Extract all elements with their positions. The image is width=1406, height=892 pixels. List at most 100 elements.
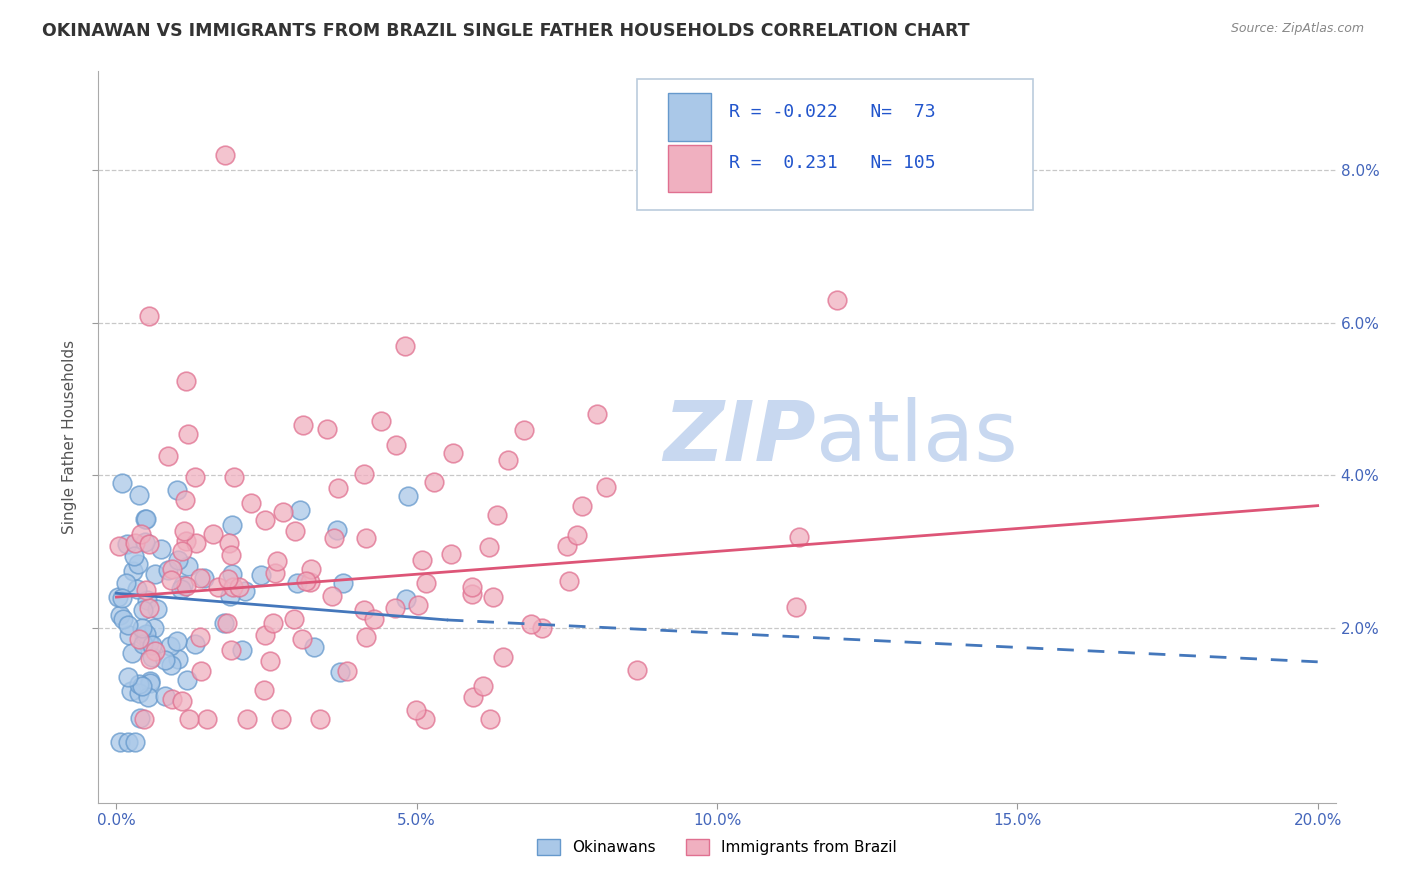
Point	[139, 674, 162, 689]
Point	[217, 572, 239, 586]
Point	[413, 712, 436, 726]
Point	[160, 691, 183, 706]
Point	[117, 537, 139, 551]
Point	[405, 703, 427, 717]
Text: ZIP: ZIP	[664, 397, 815, 477]
Point	[115, 576, 138, 591]
Point	[120, 684, 142, 698]
Text: R =  0.231   N= 105: R = 0.231 N= 105	[730, 153, 936, 172]
Point	[197, 712, 219, 726]
Point	[492, 649, 515, 664]
Point	[385, 437, 408, 451]
Point	[222, 581, 245, 595]
Point	[170, 582, 193, 596]
Point	[363, 612, 385, 626]
Point	[291, 632, 314, 646]
Point	[356, 531, 378, 545]
Point	[174, 579, 197, 593]
Point	[285, 575, 308, 590]
Point	[135, 593, 157, 607]
Point	[143, 566, 166, 581]
Point	[135, 512, 157, 526]
Point	[193, 571, 215, 585]
Point	[595, 480, 617, 494]
Point	[143, 644, 166, 658]
Point	[240, 496, 263, 510]
Point	[167, 652, 190, 666]
Point	[787, 531, 810, 545]
Point	[292, 417, 315, 432]
Point	[112, 612, 135, 626]
Point	[215, 615, 238, 630]
Point	[131, 526, 153, 541]
Point	[160, 561, 183, 575]
Point	[127, 582, 149, 597]
Point	[326, 523, 349, 537]
Point	[153, 689, 176, 703]
Point	[157, 449, 180, 463]
Point	[396, 489, 419, 503]
Point	[177, 427, 200, 442]
Point	[138, 636, 160, 650]
Point	[124, 549, 146, 563]
Point	[271, 505, 294, 519]
Point	[302, 640, 325, 654]
Point	[496, 453, 519, 467]
Point	[441, 446, 464, 460]
Point	[138, 309, 160, 323]
Point	[332, 576, 354, 591]
Point	[370, 414, 392, 428]
Point	[129, 711, 152, 725]
Point	[173, 524, 195, 539]
Point	[249, 568, 271, 582]
Point	[288, 503, 311, 517]
Point	[121, 646, 143, 660]
Point	[170, 694, 193, 708]
Point	[224, 470, 246, 484]
Point	[283, 612, 305, 626]
Point	[173, 492, 195, 507]
Point	[124, 735, 146, 749]
Point	[236, 712, 259, 726]
Point	[201, 526, 224, 541]
Text: OKINAWAN VS IMMIGRANTS FROM BRAZIL SINGLE FATHER HOUSEHOLDS CORRELATION CHART: OKINAWAN VS IMMIGRANTS FROM BRAZIL SINGL…	[42, 22, 970, 40]
Point	[321, 590, 343, 604]
Point	[512, 423, 534, 437]
Point	[440, 547, 463, 561]
Point	[138, 537, 160, 551]
Point	[328, 481, 350, 495]
Point	[461, 690, 484, 704]
Point	[259, 654, 281, 668]
Point	[558, 574, 581, 589]
Point	[270, 712, 292, 726]
Point	[212, 616, 235, 631]
Point	[394, 591, 416, 606]
Point	[108, 539, 131, 553]
Point	[142, 621, 165, 635]
Point	[231, 642, 253, 657]
Point	[295, 574, 318, 589]
Point	[329, 665, 352, 679]
Point	[160, 574, 183, 588]
Point	[146, 601, 169, 615]
Point	[309, 712, 332, 726]
Point	[172, 577, 194, 591]
Point	[315, 421, 337, 435]
Point	[825, 293, 848, 307]
Point	[138, 675, 160, 690]
Point	[384, 601, 406, 615]
Point	[177, 559, 200, 574]
Point	[141, 638, 163, 652]
Point	[254, 513, 277, 527]
Point	[254, 628, 277, 642]
Point	[172, 544, 194, 558]
Point	[111, 591, 134, 605]
Point	[132, 637, 155, 651]
Point	[184, 469, 207, 483]
Point	[108, 735, 131, 749]
Point	[190, 630, 212, 644]
Point	[118, 628, 141, 642]
Point	[131, 622, 153, 636]
Point	[482, 590, 505, 604]
Point	[128, 632, 150, 647]
